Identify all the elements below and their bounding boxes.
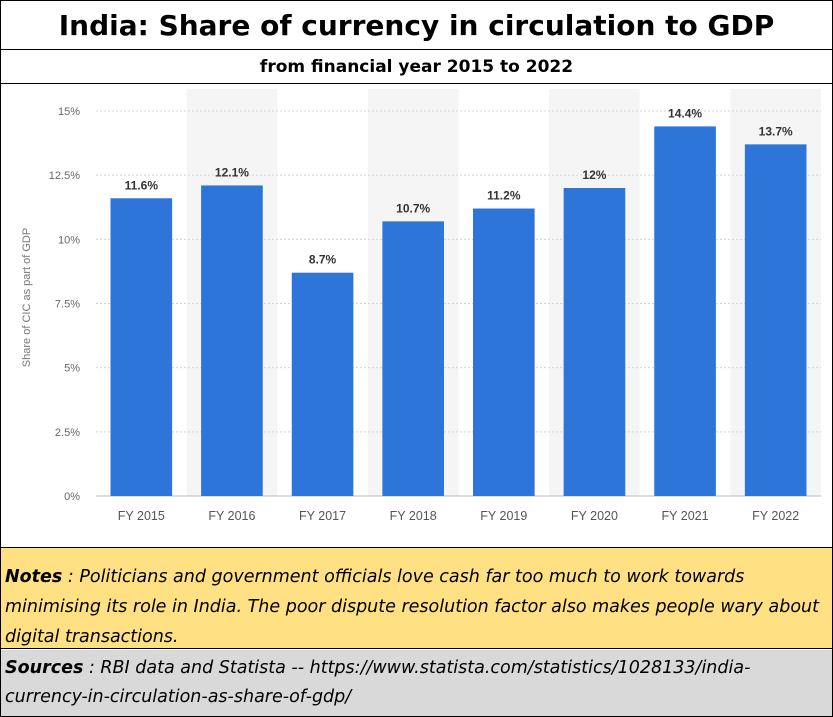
x-tick-label: FY 2018 — [390, 509, 437, 523]
y-tick-label: 2.5% — [55, 427, 80, 439]
y-tick-label: 0% — [64, 491, 80, 503]
chart-title: India: Share of currency in circulation … — [1, 1, 832, 50]
data-label: 8.7% — [309, 253, 337, 267]
y-tick-label: 10% — [58, 234, 80, 246]
x-tick-label: FY 2021 — [662, 509, 709, 523]
data-label: 11.2% — [487, 189, 521, 203]
data-label: 13.7% — [759, 124, 793, 138]
notes-box: Notes : Politicians and government offic… — [1, 547, 832, 649]
bar — [744, 144, 807, 496]
bar — [654, 126, 716, 497]
notes-label: Notes — [5, 567, 63, 587]
data-label: 10.7% — [396, 201, 430, 215]
y-tick-label: 7.5% — [55, 299, 80, 311]
y-axis-label: Share of CIC as part of GDP — [21, 228, 33, 367]
bar — [201, 185, 263, 496]
x-tick-label: FY 2015 — [118, 509, 165, 523]
x-tick-label: FY 2020 — [571, 509, 618, 523]
bar — [110, 198, 173, 496]
sources-box: Sources : RBI data and Statista -- https… — [1, 650, 832, 716]
bar — [291, 272, 354, 496]
x-tick-label: FY 2019 — [480, 509, 527, 523]
chart-area: 0% 2.5% 5% 7.5% 10% 12.5% 15% Share of CIC as p… — [1, 84, 832, 546]
data-label: 12.1% — [215, 165, 249, 179]
bar — [473, 208, 535, 496]
sources-text: : RBI data and Statista -- https://www.s… — [5, 658, 751, 707]
y-tick-label: 5% — [64, 363, 80, 375]
x-tick-label: FY 2016 — [208, 509, 255, 523]
sources-label: Sources — [5, 658, 84, 678]
data-label: 11.6% — [125, 178, 159, 192]
x-tick-label: FY 2017 — [299, 509, 346, 523]
bar-chart: 0% 2.5% 5% 7.5% 10% 12.5% 15% Share of CIC as p… — [21, 89, 821, 523]
bar — [563, 188, 626, 496]
data-label: 12% — [582, 168, 606, 182]
y-tick-label: 12.5% — [49, 170, 80, 182]
bar — [382, 221, 444, 496]
x-tick-label: FY 2022 — [752, 509, 799, 523]
chart-subtitle: from financial year 2015 to 2022 — [1, 50, 832, 84]
data-label: 14.4% — [668, 106, 702, 120]
y-tick-label: 15% — [58, 106, 80, 118]
notes-text: : Politicians and government officials l… — [5, 567, 819, 647]
